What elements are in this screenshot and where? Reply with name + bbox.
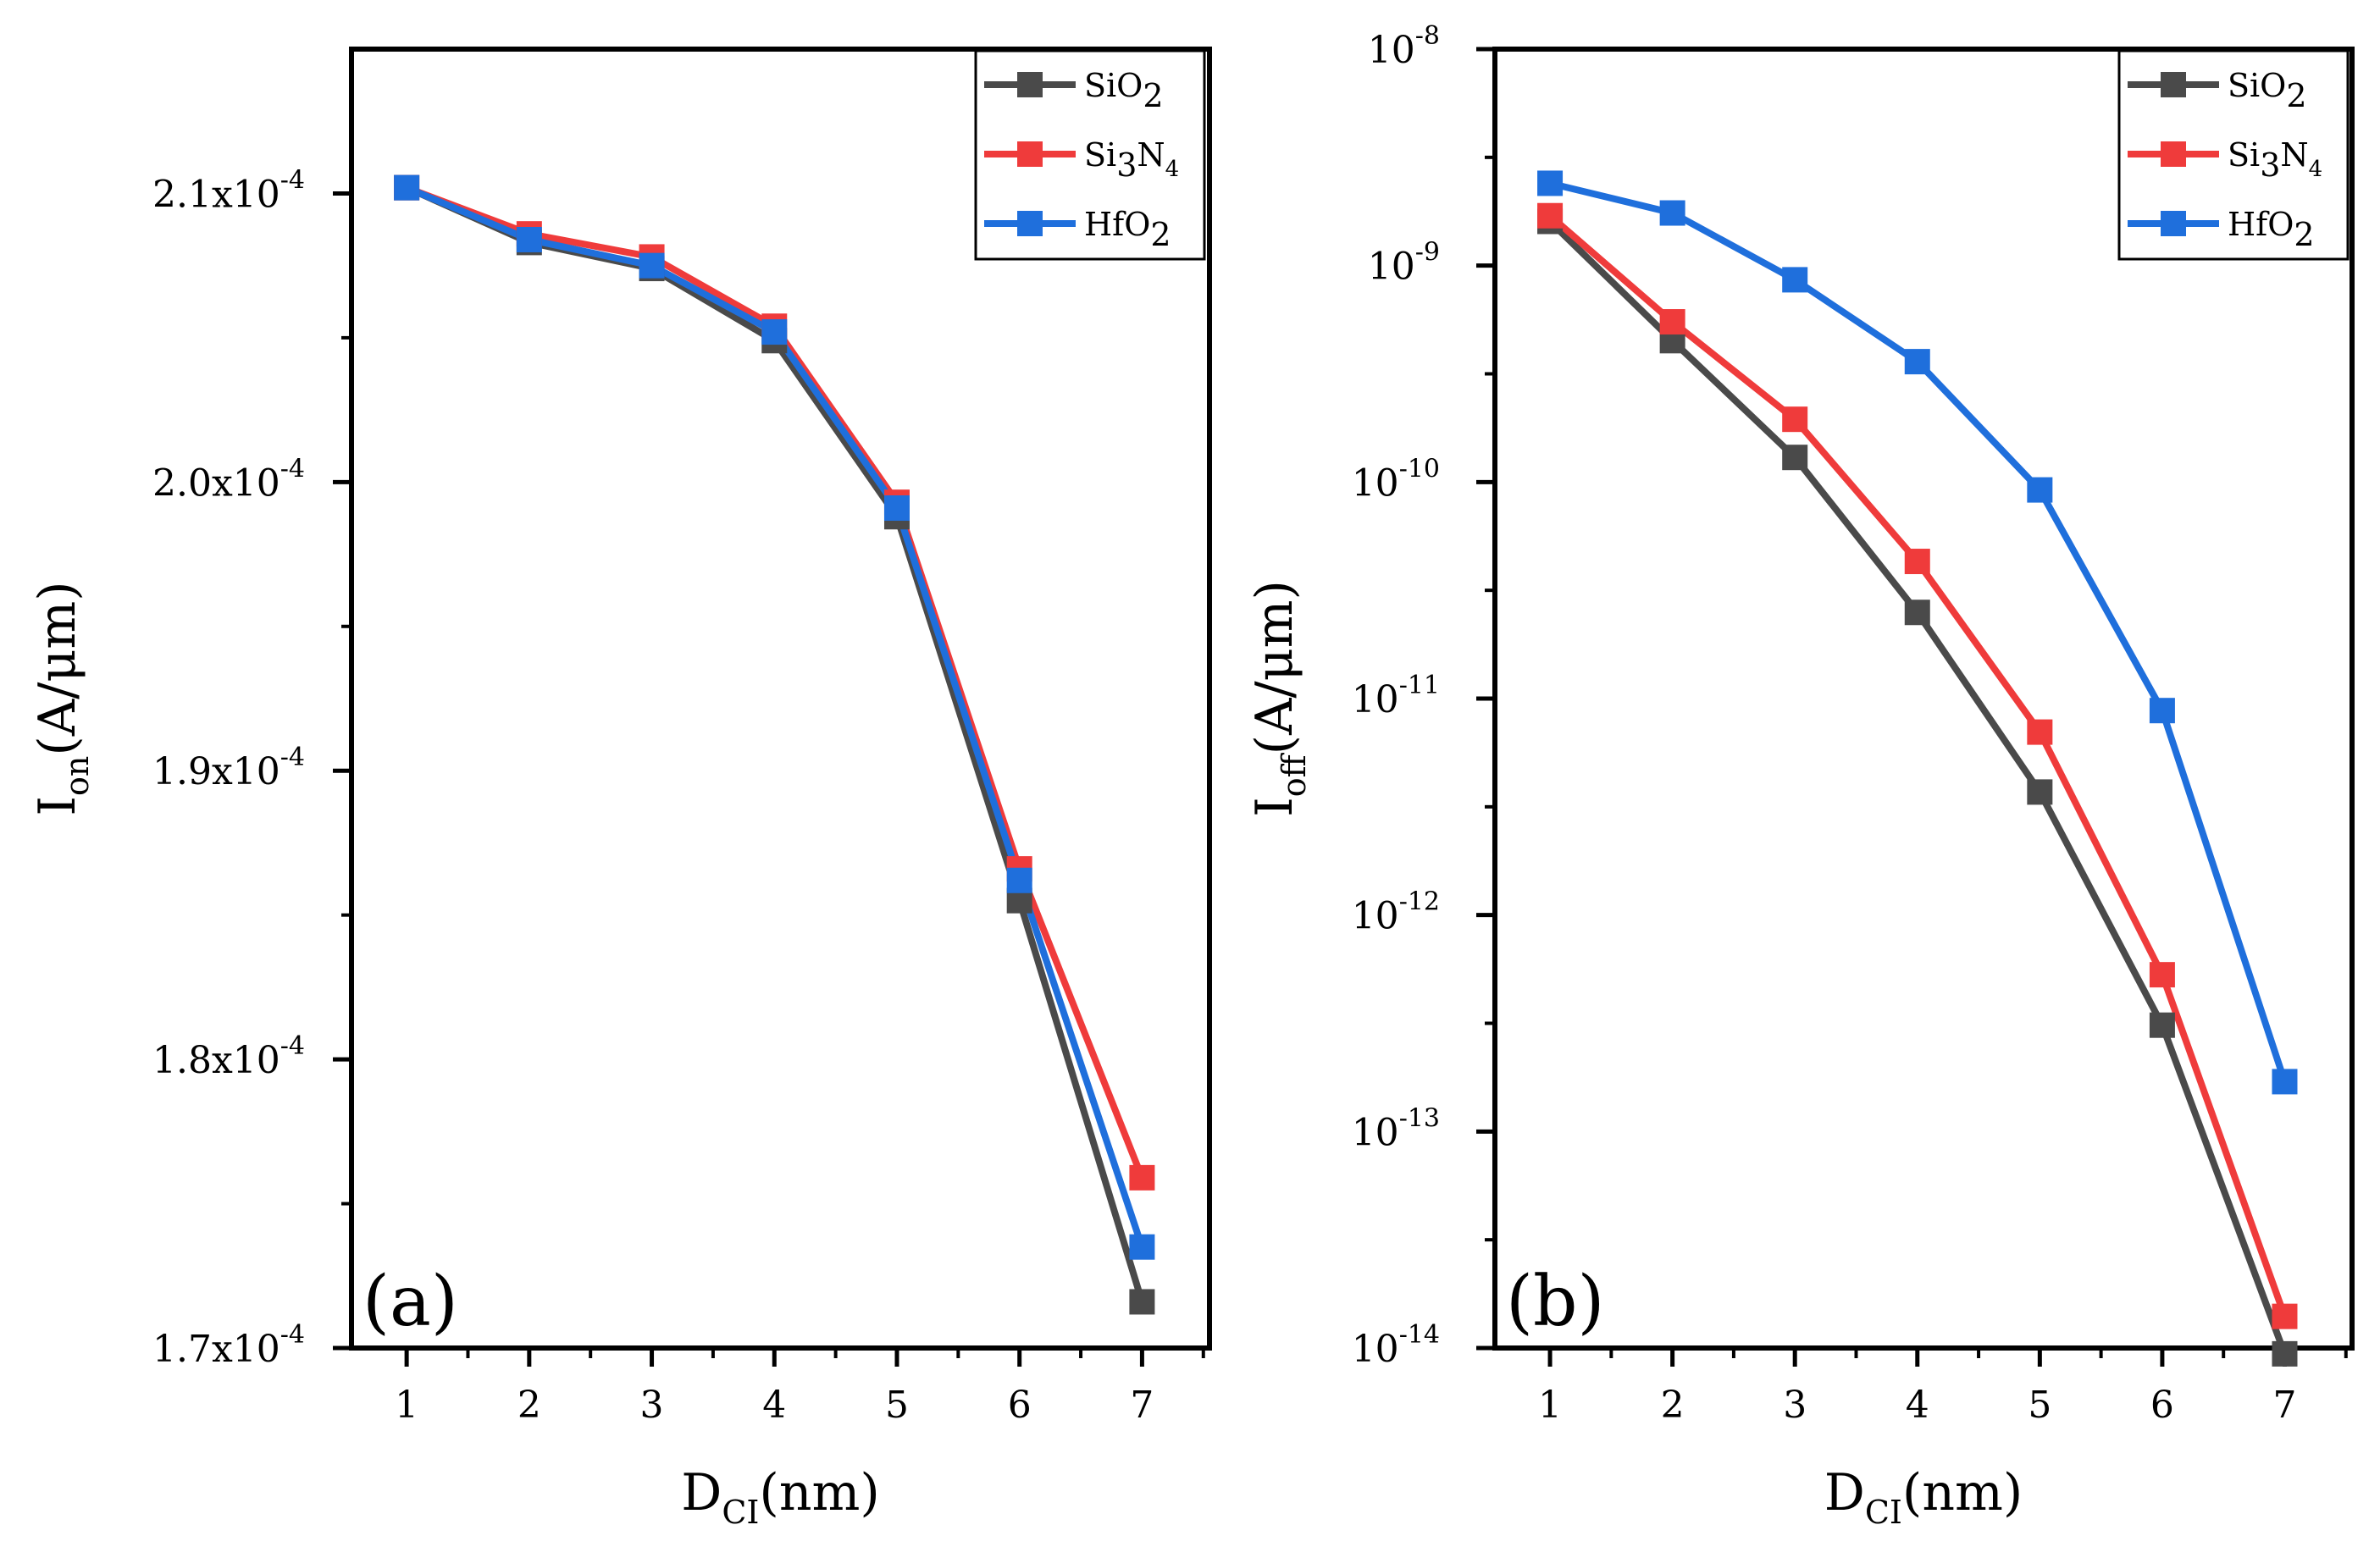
data-point-a-2: [1006, 867, 1032, 893]
legend-marker-a: [1017, 211, 1043, 236]
data-point-b-2: [2149, 698, 2175, 724]
legend-b: SiO2 Si3N4 HfO2: [2117, 49, 2350, 261]
y-tick-label-a: 2.0x10-4: [152, 454, 305, 505]
y-tick-label-b: 10-8: [1368, 21, 1440, 72]
data-point-b-1: [1904, 549, 1930, 575]
x-tick-label-a: 6: [1008, 1384, 1032, 1427]
x-tick-label-a: 3: [640, 1384, 664, 1427]
x-tick-label-a: 2: [518, 1384, 541, 1427]
legend-marker-a: [1017, 72, 1043, 97]
x-tick-label-a: 5: [885, 1384, 909, 1427]
data-point-a-2: [394, 174, 420, 201]
legend-entry-b: Si3N4: [2228, 136, 2322, 184]
legend-entry-a: SiO2: [1084, 67, 1164, 114]
data-point-b-1: [1782, 406, 1808, 433]
data-point-a-0: [1129, 1289, 1155, 1315]
data-point-a-2: [1129, 1234, 1155, 1260]
data-point-a-2: [639, 252, 665, 279]
series-line-b-0: [1547, 218, 2289, 1356]
data-point-b-2: [1537, 170, 1564, 196]
x-tick-label-b: 1: [1538, 1384, 1562, 1427]
panel-label-a: (a): [363, 1262, 458, 1342]
data-point-b-0: [2272, 1340, 2298, 1367]
y-tick-label-b: 10-10: [1352, 454, 1440, 505]
data-point-b-1: [1537, 202, 1564, 229]
legend-marker-a: [1017, 141, 1043, 167]
legend-entry-b: SiO2: [2228, 67, 2307, 114]
x-axis-title-a: DCI(nm): [681, 1463, 880, 1531]
y-tick-label-b: 10-14: [1352, 1320, 1440, 1371]
x-axis-title-b: DCI(nm): [1824, 1463, 2023, 1531]
legend-marker-b: [2161, 141, 2186, 167]
data-point-b-0: [1904, 599, 1930, 626]
y-tick-label-a: 1.8x10-4: [152, 1031, 305, 1082]
legend-entry-b: HfO2: [2228, 206, 2315, 253]
x-tick-label-b: 5: [2028, 1384, 2051, 1427]
data-point-b-1: [2149, 962, 2175, 988]
x-tick-label-a: 1: [395, 1384, 418, 1427]
x-tick-label-b: 7: [2272, 1384, 2296, 1427]
data-point-b-2: [1904, 349, 1930, 375]
x-tick-label-a: 7: [1130, 1384, 1154, 1427]
y-tick-label-b: 10-9: [1368, 238, 1440, 289]
data-point-b-0: [1782, 445, 1808, 471]
data-point-a-2: [761, 319, 788, 345]
data-point-a-2: [516, 226, 542, 252]
y-tick-label-b: 10-11: [1352, 671, 1440, 721]
x-tick-label-b: 2: [1661, 1384, 1685, 1427]
x-tick-label-a: 4: [762, 1384, 786, 1427]
data-point-a-2: [883, 495, 910, 522]
y-tick-label-a: 1.9x10-4: [152, 743, 305, 793]
data-point-b-2: [2027, 477, 2053, 503]
y-tick-label-b: 10-13: [1352, 1103, 1440, 1154]
data-point-b-2: [1782, 267, 1808, 293]
data-point-b-2: [1659, 200, 1685, 226]
series-line-a-0: [405, 184, 1146, 1303]
legend-entry-a: HfO2: [1084, 206, 1171, 253]
panel-label-b: (b): [1506, 1262, 1604, 1342]
legend-marker-b: [2161, 211, 2186, 236]
panel-a-chart: 1 2 3 4 5 6 7 1.7x10-4 1.8x10-4 1.9x10-4 2.0x10-4 2…: [28, 47, 1212, 1531]
legend-entry-a: Si3N4: [1084, 136, 1179, 184]
data-point-b-0: [2149, 1012, 2175, 1038]
data-point-b-1: [1659, 309, 1685, 335]
data-point-b-1: [2272, 1303, 2298, 1329]
data-point-b-2: [2272, 1069, 2298, 1095]
data-point-a-1: [1129, 1164, 1155, 1191]
y-axis-title-a: Ion(A/μm): [28, 581, 96, 815]
series-line-b-1: [1547, 213, 2289, 1318]
legend-a: SiO2 Si3N4 HfO2: [974, 49, 1206, 261]
x-tick-label-b: 3: [1783, 1384, 1807, 1427]
x-tick-label-b: 4: [1906, 1384, 1929, 1427]
y-tick-label-a: 2.1x10-4: [152, 165, 305, 216]
y-tick-label-a: 1.7x10-4: [152, 1320, 305, 1371]
panel-b-chart: 1 2 3 4 5 6 7 10-14 10-13 10-12 10-11 10-10 10-9 10-8…: [1245, 21, 2355, 1531]
data-point-b-1: [2027, 719, 2053, 745]
legend-marker-b: [2161, 72, 2186, 97]
data-point-b-0: [2027, 779, 2053, 805]
x-tick-label-b: 6: [2150, 1384, 2174, 1427]
y-tick-label-b: 10-12: [1352, 887, 1440, 938]
plot-frame-a: [349, 47, 1212, 1351]
y-axis-title-b: Ioff(A/μm): [1245, 580, 1313, 817]
